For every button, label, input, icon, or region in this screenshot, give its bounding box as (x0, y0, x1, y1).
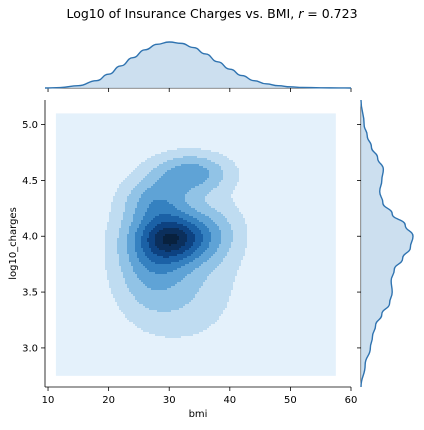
x-tick-label: 50 (284, 395, 297, 406)
y-tick-label: 5.0 (22, 120, 38, 131)
main-kde-panel (56, 113, 336, 375)
x-tick-label: 10 (42, 395, 55, 406)
x-tick-label: 60 (345, 395, 358, 406)
y-tick-label: 4.5 (22, 176, 38, 187)
y-tick-label: 4.0 (22, 232, 38, 243)
title-r-value: = 0.723 (303, 6, 357, 21)
chart-title: Log10 of Insurance Charges vs. BMI, r = … (0, 6, 424, 21)
x-tick-label: 40 (223, 395, 236, 406)
x-tick-label: 20 (102, 395, 115, 406)
y-axis-label: log10_charges (8, 207, 19, 280)
x-tick-label: 30 (163, 395, 176, 406)
charges-marginal-fill (361, 100, 413, 387)
y-tick-label: 3.5 (22, 288, 38, 299)
title-prefix: Log10 of Insurance Charges vs. BMI, (66, 6, 298, 21)
bmi-marginal-kde (45, 42, 351, 92)
y-tick-label: 3.0 (22, 343, 38, 354)
x-axis-label: bmi (189, 409, 208, 420)
charges-marginal-kde (357, 100, 413, 387)
